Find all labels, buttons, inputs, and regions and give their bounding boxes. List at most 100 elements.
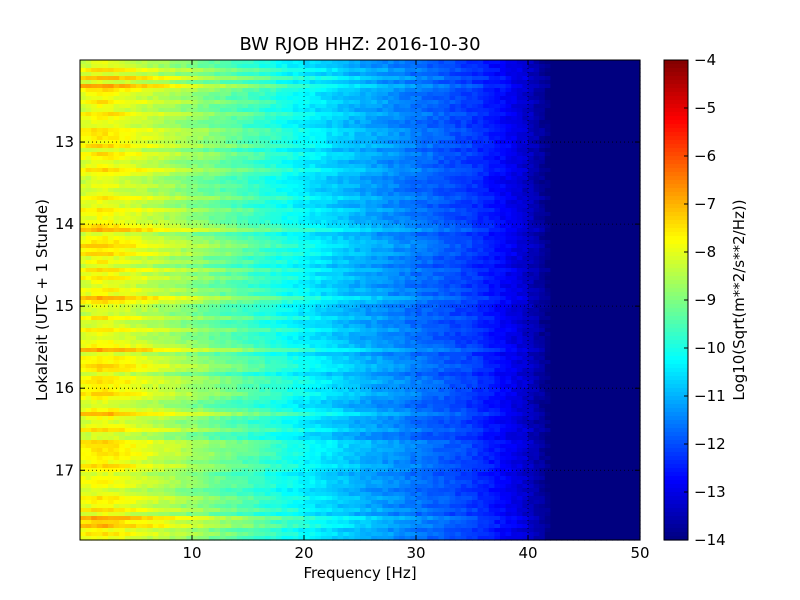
heatmap-cell: [270, 144, 277, 149]
heatmap-cell: [410, 156, 417, 161]
heatmap-cell: [147, 256, 154, 261]
heatmap-cell: [393, 128, 400, 133]
heatmap-cell: [360, 136, 367, 141]
heatmap-cell: [382, 148, 389, 153]
heatmap-cell: [264, 96, 271, 101]
heatmap-cell: [421, 112, 428, 117]
heatmap-cell: [186, 172, 193, 177]
heatmap-cell: [556, 216, 563, 221]
heatmap-cell: [175, 188, 182, 193]
heatmap-cell: [214, 184, 221, 189]
heatmap-cell: [494, 244, 501, 249]
heatmap-cell: [617, 236, 624, 241]
heatmap-cell: [494, 72, 501, 77]
heatmap-cell: [466, 148, 473, 153]
heatmap-cell: [449, 144, 456, 149]
heatmap-cell: [612, 76, 619, 81]
heatmap-cell: [236, 184, 243, 189]
heatmap-cell: [197, 172, 204, 177]
heatmap-cell: [416, 148, 423, 153]
heatmap-cell: [348, 104, 355, 109]
heatmap-cell: [612, 240, 619, 245]
heatmap-cell: [589, 204, 596, 209]
heatmap-cell: [360, 228, 367, 233]
heatmap-cell: [516, 120, 523, 125]
heatmap-cell: [276, 248, 283, 253]
heatmap-cell: [376, 140, 383, 145]
heatmap-cell: [472, 248, 479, 253]
heatmap-cell: [376, 160, 383, 165]
heatmap-cell: [365, 72, 372, 77]
heatmap-cell: [281, 252, 288, 257]
heatmap-cell: [360, 192, 367, 197]
heatmap-cell: [102, 228, 109, 233]
heatmap-cell: [320, 100, 327, 105]
heatmap-cell: [119, 168, 126, 173]
heatmap-cell: [617, 176, 624, 181]
heatmap-cell: [584, 100, 591, 105]
heatmap-cell: [259, 212, 266, 217]
heatmap-cell: [360, 80, 367, 85]
heatmap-cell: [505, 152, 512, 157]
heatmap-cell: [388, 196, 395, 201]
heatmap-cell: [141, 116, 148, 121]
heatmap-cell: [634, 92, 641, 97]
heatmap-cell: [259, 236, 266, 241]
heatmap-cell: [186, 176, 193, 181]
heatmap-cell: [102, 240, 109, 245]
heatmap-cell: [511, 172, 518, 177]
heatmap-cell: [231, 76, 238, 81]
heatmap-cell: [354, 172, 361, 177]
heatmap-cell: [292, 136, 299, 141]
heatmap-cell: [91, 176, 98, 181]
heatmap-cell: [399, 248, 406, 253]
heatmap-cell: [399, 208, 406, 213]
heatmap-cell: [360, 236, 367, 241]
heatmap-cell: [124, 248, 131, 253]
heatmap-cell: [276, 140, 283, 145]
heatmap-cell: [259, 80, 266, 85]
heatmap-cell: [522, 168, 529, 173]
heatmap-cell: [612, 188, 619, 193]
heatmap-cell: [421, 148, 428, 153]
heatmap-cell: [595, 180, 602, 185]
heatmap-cell: [572, 108, 579, 113]
heatmap-cell: [376, 156, 383, 161]
heatmap-cell: [108, 100, 115, 105]
heatmap-cell: [522, 212, 529, 217]
heatmap-cell: [410, 204, 417, 209]
heatmap-cell: [214, 172, 221, 177]
heatmap-cell: [371, 192, 378, 197]
heatmap-cell: [561, 184, 568, 189]
heatmap-cell: [158, 240, 165, 245]
heatmap-cell: [180, 148, 187, 153]
heatmap-cell: [416, 212, 423, 217]
heatmap-cell: [533, 212, 540, 217]
heatmap-cell: [533, 248, 540, 253]
heatmap-cell: [281, 60, 288, 65]
heatmap-cell: [427, 148, 434, 153]
heatmap-cell: [80, 160, 87, 165]
heatmap-cell: [444, 152, 451, 157]
heatmap-cell: [595, 200, 602, 205]
heatmap-cell: [315, 248, 322, 253]
heatmap-cell: [589, 72, 596, 77]
heatmap-cell: [180, 212, 187, 217]
heatmap-cell: [393, 80, 400, 85]
heatmap-cell: [399, 180, 406, 185]
heatmap-cell: [382, 128, 389, 133]
heatmap-cell: [236, 180, 243, 185]
heatmap-cell: [102, 96, 109, 101]
heatmap-cell: [220, 156, 227, 161]
heatmap-cell: [528, 136, 535, 141]
heatmap-cell: [488, 112, 495, 117]
heatmap-cell: [292, 192, 299, 197]
heatmap-cell: [606, 224, 613, 229]
heatmap-cell: [449, 220, 456, 225]
heatmap-cell: [617, 216, 624, 221]
heatmap-cell: [438, 156, 445, 161]
heatmap-cell: [466, 156, 473, 161]
heatmap-cell: [449, 120, 456, 125]
heatmap-cell: [388, 104, 395, 109]
heatmap-cell: [320, 212, 327, 217]
